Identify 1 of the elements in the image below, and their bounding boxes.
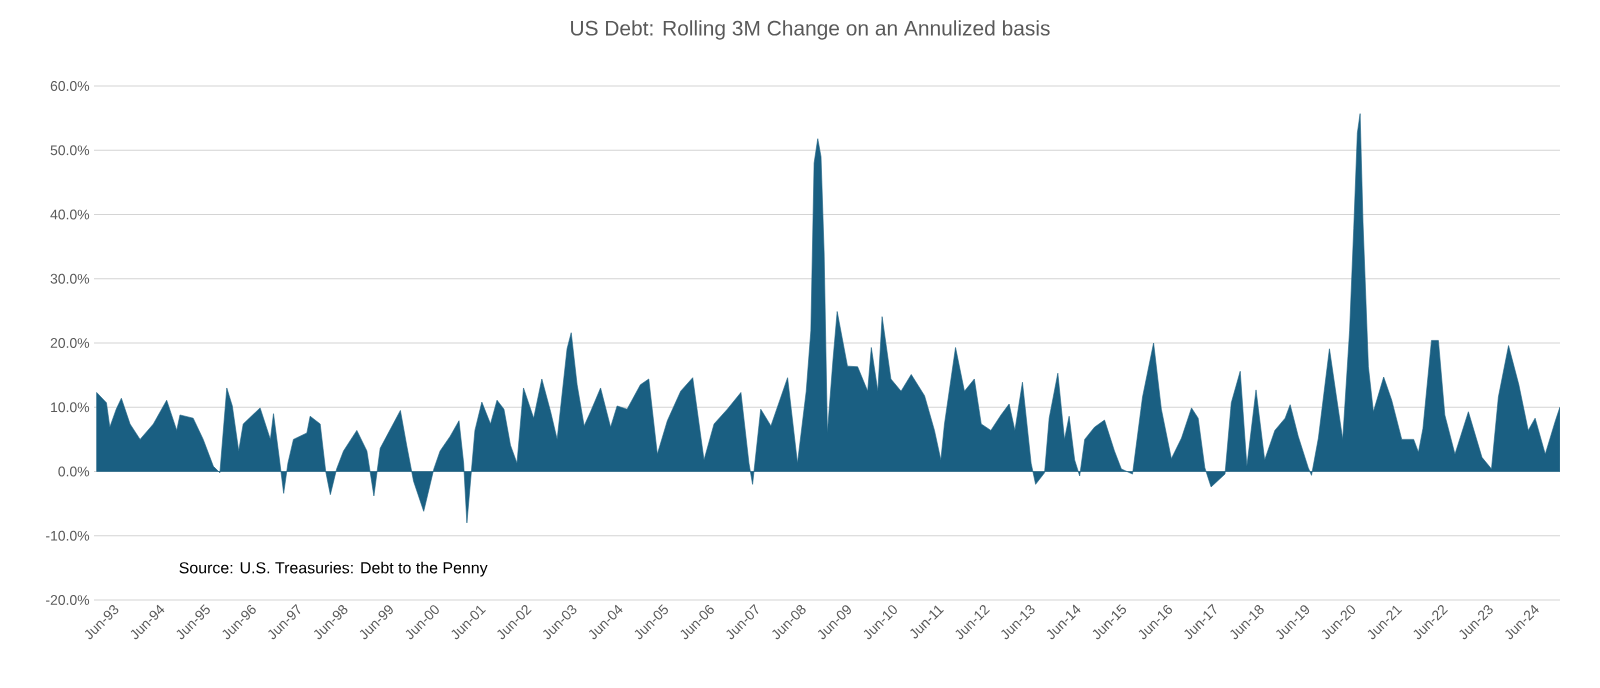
- chart-title: US Debt: Rolling 3M Change on an Annulized basis: [571, 20, 1050, 40]
